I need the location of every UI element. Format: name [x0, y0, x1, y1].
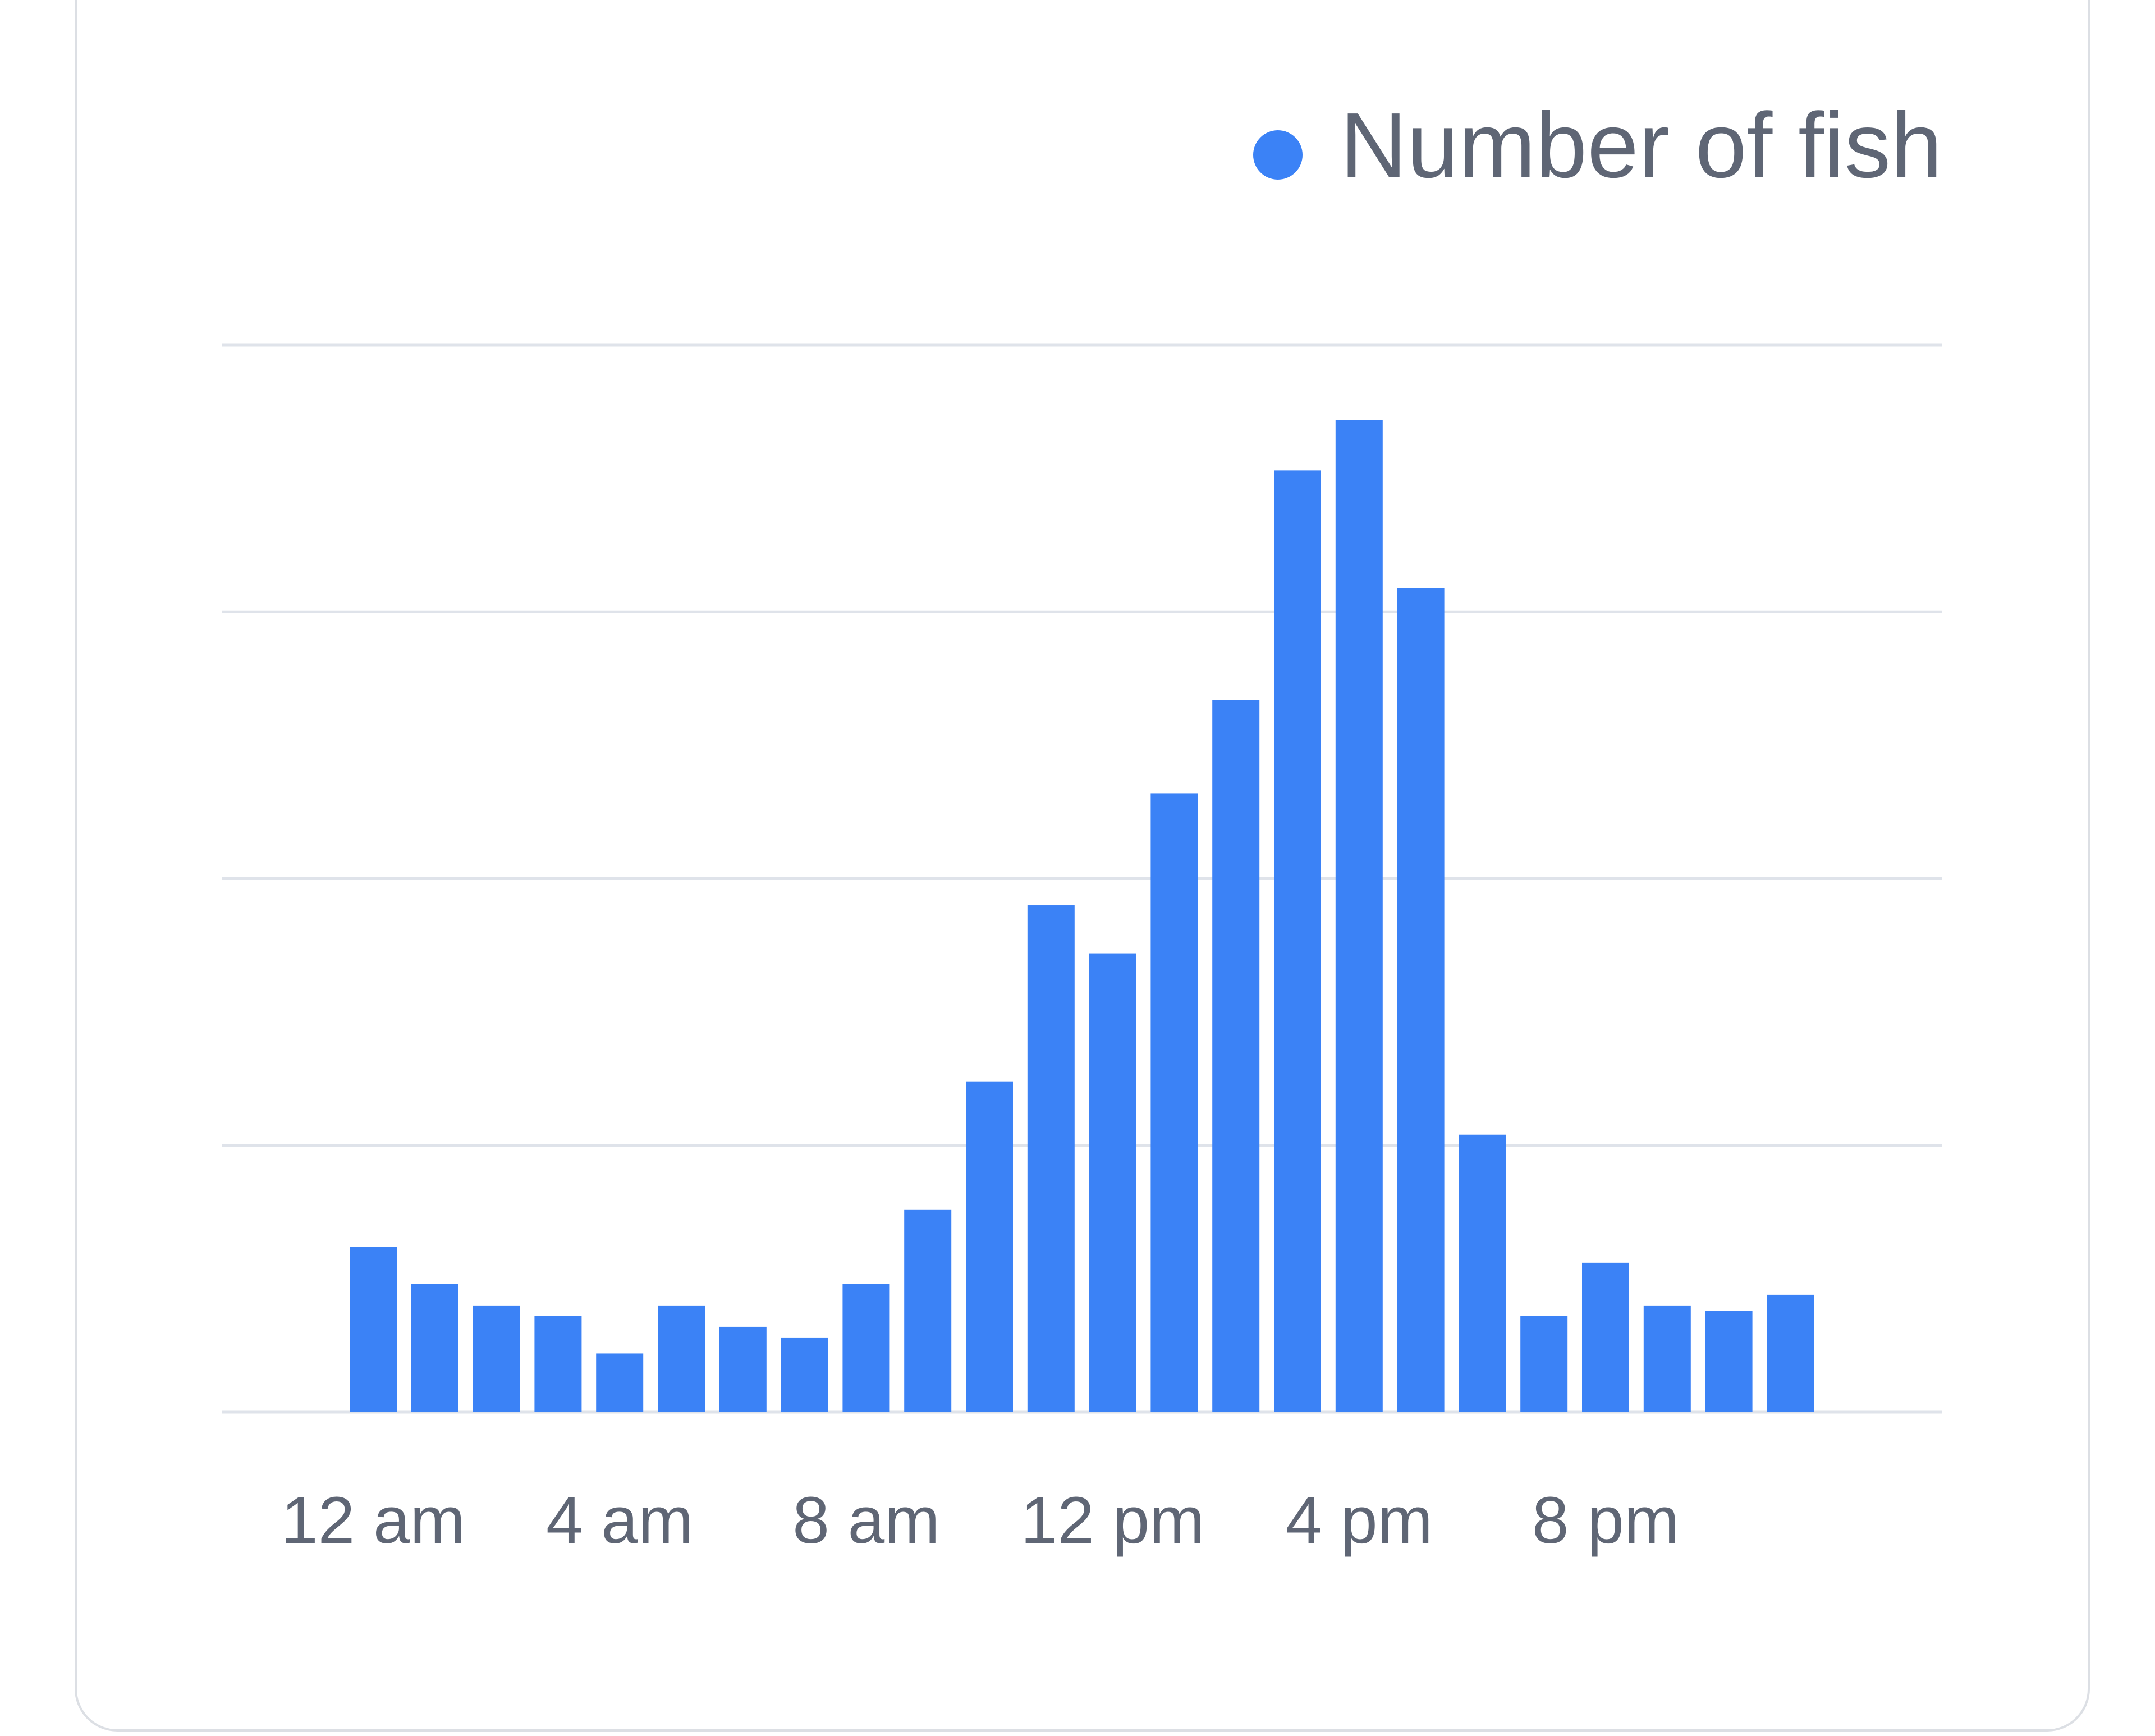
- x-tick-label: 8 pm: [1532, 1483, 1679, 1558]
- bar: [1212, 700, 1260, 1412]
- bar: [1274, 470, 1321, 1413]
- bar: [904, 1209, 952, 1412]
- legend-label: Number of fish: [1340, 94, 1942, 197]
- x-tick-label: 12 am: [281, 1483, 465, 1558]
- card: [75, 0, 2090, 1732]
- x-tick-label: 4 pm: [1286, 1483, 1433, 1558]
- bar: [1767, 1294, 1814, 1412]
- bar: [1520, 1316, 1568, 1412]
- x-tick-label: 12 pm: [1021, 1483, 1205, 1558]
- bar: [1335, 420, 1383, 1412]
- bar: [473, 1305, 520, 1412]
- bar: [1397, 588, 1445, 1412]
- bar: [596, 1353, 644, 1412]
- bar: [1089, 953, 1136, 1412]
- legend-marker: [1253, 130, 1303, 180]
- bar: [658, 1305, 705, 1412]
- bar: [1582, 1262, 1629, 1412]
- x-tick-label: 8 am: [792, 1483, 939, 1558]
- bar: [534, 1316, 582, 1412]
- bar: [1705, 1311, 1753, 1412]
- bar: [1027, 905, 1075, 1412]
- bar: [1459, 1134, 1506, 1412]
- bar: [781, 1337, 828, 1412]
- bar: [1643, 1305, 1691, 1412]
- bar: [1150, 793, 1198, 1412]
- x-tick-label: 4 am: [546, 1483, 693, 1558]
- bar: [966, 1081, 1013, 1412]
- bar: [842, 1284, 890, 1412]
- bar: [411, 1284, 458, 1412]
- bar: [719, 1326, 767, 1412]
- bar: [350, 1247, 397, 1412]
